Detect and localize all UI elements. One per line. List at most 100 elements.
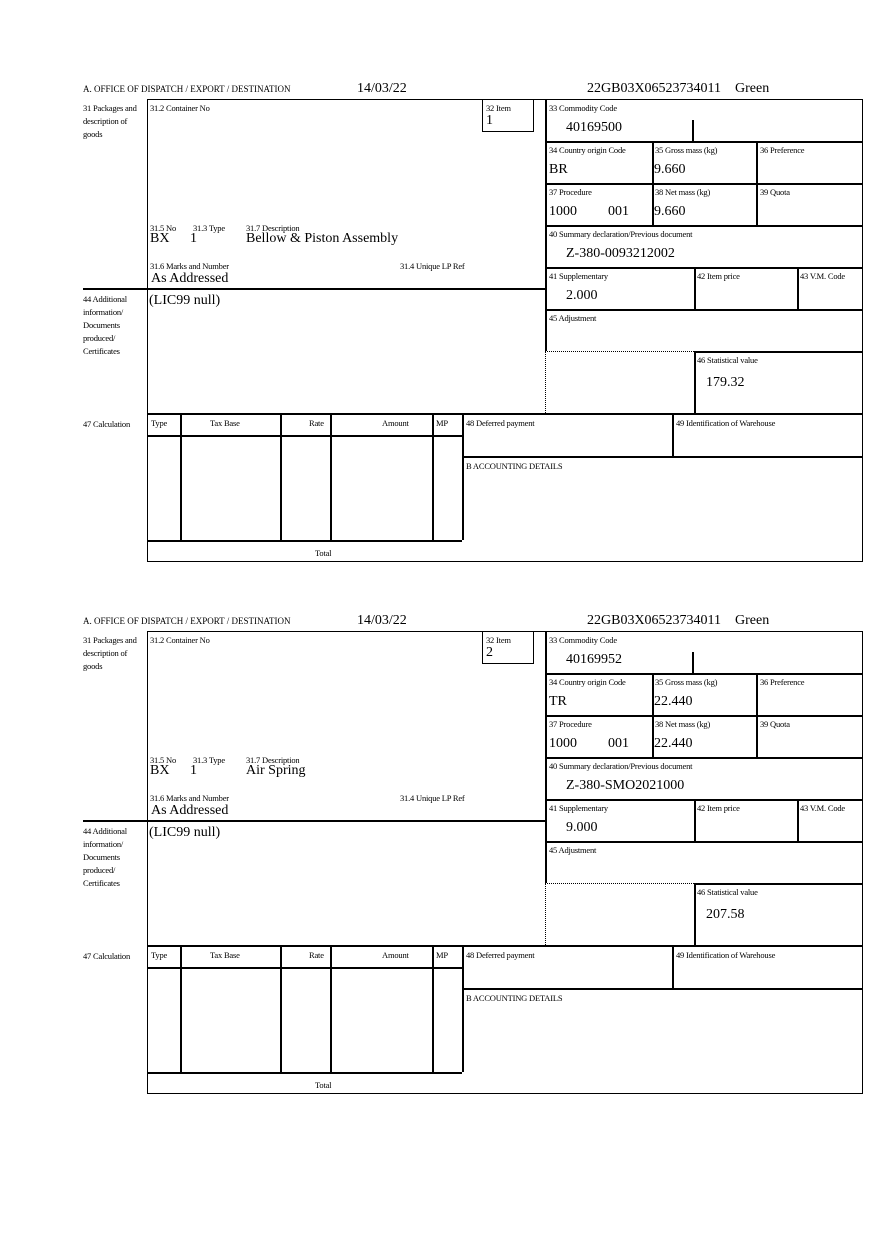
rule	[462, 988, 863, 990]
rule	[545, 841, 863, 843]
route-value: Green	[735, 613, 770, 628]
rule	[672, 945, 674, 988]
unique-lp-label: 31.4 Unique LP Ref	[400, 793, 465, 803]
marks-label: 31.6 Marks and Number	[150, 793, 229, 803]
previous-document: Z-380-0093212002	[566, 246, 675, 261]
reference-number: 22GB03X06523734011	[587, 613, 722, 628]
net-mass-label: 38 Net mass (kg)	[655, 187, 711, 197]
calc-tax-base-header: Tax Base	[210, 418, 240, 428]
rule	[330, 945, 332, 1072]
procedure-label: 37 Procedure	[549, 719, 592, 729]
warehouse-label: 49 Identification of Warehouse	[676, 418, 776, 428]
package-kind: BX	[150, 231, 170, 246]
gross-mass: 22.440	[654, 694, 693, 709]
package-count: 1	[190, 231, 197, 246]
package-kind: BX	[150, 763, 170, 778]
rule	[692, 652, 694, 674]
rule	[545, 183, 863, 185]
accounting-details-label: B ACCOUNTING DETAILS	[466, 993, 563, 1003]
country-origin: TR	[549, 694, 567, 709]
box31-label: 31 Packages and description of goods	[83, 635, 137, 671]
box47-label: 47 Calculation	[83, 951, 131, 961]
calc-amount-header: Amount	[382, 950, 409, 960]
procedure-additional: 001	[608, 736, 629, 751]
rule	[694, 351, 696, 413]
rule	[462, 413, 464, 540]
item-value: 2	[486, 645, 493, 660]
rule	[694, 799, 696, 841]
description-label: 31.7 Description	[246, 223, 300, 233]
summary-decl-label: 40 Summary declaration/Previous document	[549, 229, 693, 239]
marks-label: 31.6 Marks and Number	[150, 261, 229, 271]
rule	[330, 413, 332, 540]
type-label: 31.3 Type	[193, 223, 225, 233]
item-form: A. OFFICE OF DISPATCH / EXPORT / DESTINA…	[0, 612, 882, 1112]
dotted-rule	[545, 883, 546, 945]
marks-value: As Addressed	[151, 803, 229, 818]
rule	[545, 267, 863, 269]
supplementary-label: 41 Supplementary	[549, 803, 608, 813]
calc-type-header: Type	[151, 950, 168, 960]
rule	[694, 351, 863, 353]
commodity-code: 40169952	[566, 652, 622, 667]
rule	[462, 456, 863, 458]
rule	[545, 225, 863, 227]
statistical-label: 46 Statistical value	[697, 355, 758, 365]
total-label: Total	[315, 548, 332, 558]
dotted-rule	[545, 883, 694, 884]
rule	[797, 267, 799, 309]
supplementary-value: 9.000	[566, 820, 598, 835]
container-no-label: 31.2 Container No	[150, 635, 210, 645]
rule	[147, 1072, 462, 1074]
goods-description: Bellow & Piston Assembly	[246, 231, 399, 246]
statistical-label: 46 Statistical value	[697, 887, 758, 897]
procedure-code: 1000	[549, 736, 577, 751]
marks-value: As Addressed	[151, 271, 229, 286]
rule	[545, 673, 863, 675]
rule	[797, 799, 799, 841]
calc-rate-header: Rate	[309, 950, 324, 960]
net-mass-label: 38 Net mass (kg)	[655, 719, 711, 729]
unique-lp-label: 31.4 Unique LP Ref	[400, 261, 465, 271]
calc-tax-base-header: Tax Base	[210, 950, 240, 960]
type-label: 31.3 Type	[193, 755, 225, 765]
procedure-label: 37 Procedure	[549, 187, 592, 197]
goods-description: Air Spring	[246, 763, 306, 778]
rule	[180, 413, 182, 540]
rule	[432, 413, 434, 540]
summary-decl-label: 40 Summary declaration/Previous document	[549, 761, 693, 771]
date-value: 14/03/22	[357, 81, 407, 96]
previous-document: Z-380-SMO2021000	[566, 778, 685, 793]
item-box	[482, 631, 534, 664]
country-origin: BR	[549, 162, 568, 177]
box31-label: 31 Packages and description of goods	[83, 103, 137, 139]
net-mass: 9.660	[654, 204, 686, 219]
rule	[180, 945, 182, 1072]
rule	[694, 883, 696, 945]
rule	[147, 413, 863, 415]
preference-label: 36 Preference	[760, 677, 805, 687]
statistical-value: 179.32	[706, 375, 745, 390]
rule	[545, 309, 863, 311]
quota-label: 39 Quota	[760, 187, 790, 197]
calc-mp-header: MP	[436, 950, 448, 960]
rule	[462, 945, 464, 1072]
rule	[545, 799, 863, 801]
additional-info: (LIC99 null)	[149, 825, 221, 840]
commodity-label: 33 Commodity Code	[549, 103, 617, 113]
rule	[545, 715, 863, 717]
gross-mass-label: 35 Gross mass (kg)	[655, 145, 718, 155]
vm-code-label: 43 V.M. Code	[800, 271, 845, 281]
box44-label: 44 Additional information/ Documents pro…	[83, 826, 127, 888]
accounting-details-label: B ACCOUNTING DETAILS	[466, 461, 563, 471]
reference-number: 22GB03X06523734011	[587, 81, 722, 96]
rule	[432, 945, 434, 1072]
route-value: Green	[735, 81, 770, 96]
rule	[694, 883, 863, 885]
item-form: A. OFFICE OF DISPATCH / EXPORT / DESTINA…	[0, 80, 882, 580]
calc-type-header: Type	[151, 418, 168, 428]
item-price-label: 42 Item price	[697, 803, 740, 813]
rule	[147, 945, 863, 947]
quota-label: 39 Quota	[760, 719, 790, 729]
commodity-code: 40169500	[566, 120, 622, 135]
